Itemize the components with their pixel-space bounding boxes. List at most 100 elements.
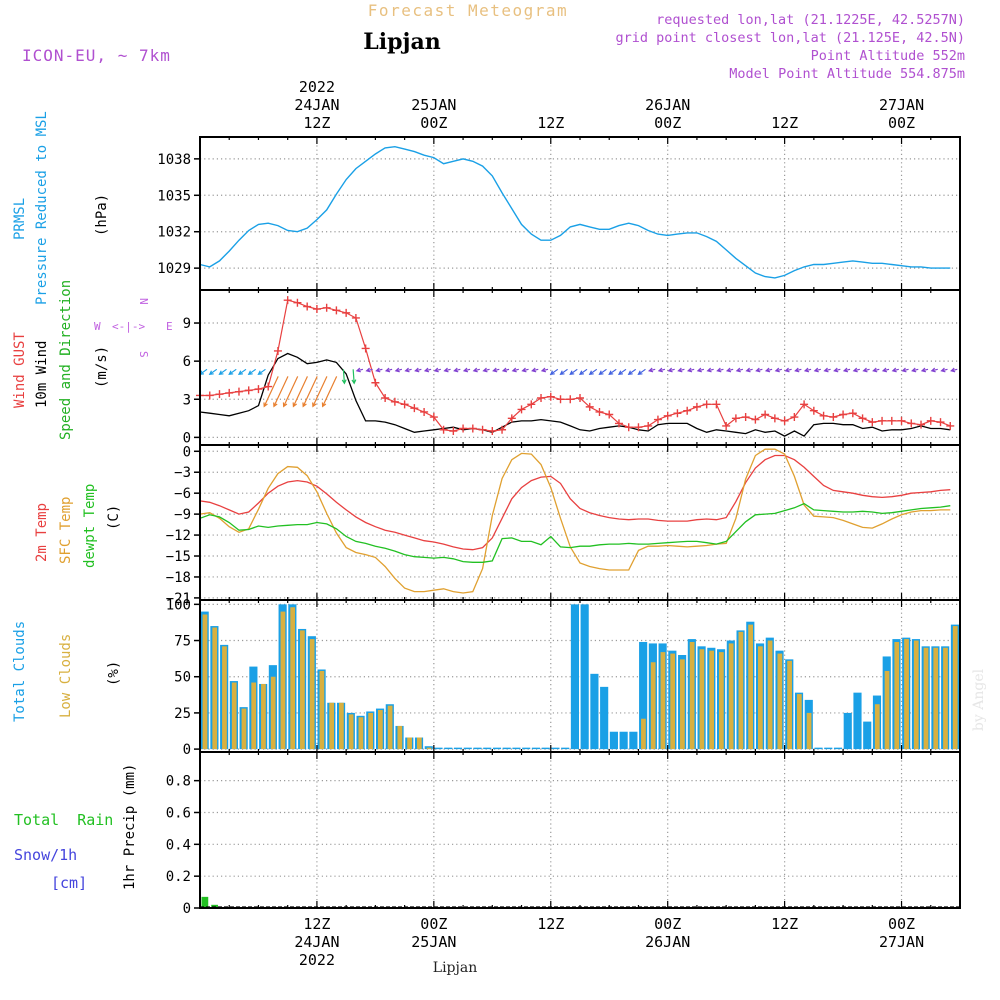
temperature-ytick-label: −18 bbox=[166, 570, 191, 586]
bottom-time-label: 26JAN bbox=[645, 933, 690, 951]
wind-gust-marker bbox=[234, 387, 243, 396]
wind-gust-marker bbox=[390, 397, 399, 406]
wind-gust-marker bbox=[507, 414, 516, 423]
low-clouds-bar bbox=[309, 639, 315, 750]
pressure-frame bbox=[199, 136, 961, 291]
wind-gust-marker bbox=[546, 392, 555, 401]
wind-direction-arrow bbox=[263, 376, 279, 408]
wind-gust-marker bbox=[712, 400, 721, 409]
wind-direction-arrow bbox=[950, 367, 958, 373]
low-clouds-bar bbox=[212, 627, 218, 750]
precip-axis-label: 1hr Precip (mm) bbox=[122, 764, 138, 890]
total-clouds-bar bbox=[619, 731, 628, 750]
precipitation-ytick-label: 0.8 bbox=[166, 774, 191, 790]
wind-gust-marker bbox=[566, 395, 575, 404]
total-clouds-bar bbox=[502, 747, 511, 750]
low-clouds-bar bbox=[767, 640, 773, 750]
total-clouds-bar bbox=[629, 731, 638, 750]
low-clouds-bar bbox=[748, 624, 753, 750]
total-clouds-bar bbox=[824, 747, 833, 750]
wind-direction-arrow bbox=[627, 368, 637, 376]
top-time-label: 00Z bbox=[654, 114, 681, 132]
low-clouds-bar bbox=[397, 725, 403, 750]
low-clouds-bar bbox=[348, 714, 354, 750]
wind-direction-arrow bbox=[492, 367, 500, 373]
low-clouds-bar bbox=[368, 712, 373, 750]
wind-direction-arrow bbox=[578, 368, 588, 376]
wind-direction-arrow bbox=[462, 367, 471, 373]
compass-west: W bbox=[94, 320, 101, 333]
wind-direction-arrow bbox=[453, 367, 461, 373]
pressure-unit: (hPa) bbox=[94, 194, 110, 236]
wind-ytick-label: 3 bbox=[183, 392, 191, 408]
low-clouds-bar bbox=[387, 705, 393, 750]
dewpoint-line bbox=[199, 502, 951, 563]
low-clouds-bar bbox=[231, 682, 237, 750]
precip-panel-label: Total Rain Snow/1h [cm] 1hr Precip (mm) bbox=[14, 764, 138, 892]
total-clouds-bar bbox=[453, 747, 463, 750]
wind-gust-marker bbox=[800, 400, 809, 409]
low-clouds-bar bbox=[202, 614, 208, 750]
footer-location: Lipjan bbox=[433, 960, 477, 976]
wind-direction-arrow bbox=[355, 367, 364, 373]
wind-direction-arrow bbox=[257, 368, 266, 376]
wind-direction-arrow bbox=[384, 367, 393, 373]
low-clouds-bar bbox=[251, 682, 257, 750]
wind-direction-arrow bbox=[745, 367, 753, 373]
wind-gust-marker bbox=[595, 407, 604, 416]
wind-gust-marker bbox=[527, 400, 536, 409]
wind-gust-marker bbox=[371, 378, 380, 387]
wind-direction-arrow bbox=[677, 367, 685, 373]
wind-direction-arrow bbox=[920, 367, 929, 373]
total-clouds-bar bbox=[590, 673, 599, 750]
temperature-ytick-label: 0 bbox=[183, 444, 191, 460]
clouds-ytick-label: 25 bbox=[174, 706, 191, 722]
wind-gust-marker bbox=[887, 416, 896, 425]
wind-gust-marker bbox=[829, 413, 838, 422]
wind-direction-arrow bbox=[472, 367, 480, 373]
bottom-time-label: 2022 bbox=[299, 951, 335, 969]
wind-direction-arrow bbox=[312, 376, 328, 408]
bottom-time-label: 12Z bbox=[771, 915, 798, 933]
wind-gust-marker bbox=[410, 404, 419, 413]
total-clouds-bar bbox=[853, 692, 862, 750]
wind-direction-arrow bbox=[706, 367, 714, 373]
wind-direction-arrow bbox=[617, 368, 627, 376]
wind-direction-arrow bbox=[365, 367, 373, 373]
wind-direction-arrow bbox=[794, 367, 802, 373]
plot-area: 102910321035103803690−3−6−9−12−15−18−210… bbox=[157, 78, 961, 969]
temperature-ytick-label: −6 bbox=[174, 486, 191, 502]
top-time-label: 2022 bbox=[299, 78, 335, 96]
precipitation-ytick-label: 0.6 bbox=[166, 805, 191, 821]
wind-gust-marker bbox=[692, 402, 701, 411]
temperature-panel: 0 −3 −6 −9 −12 −15 −18 −21 bbox=[166, 444, 960, 607]
precip-label-snow: Snow/1h bbox=[14, 846, 77, 864]
total-clouds-bar bbox=[463, 747, 472, 750]
wind-direction-arrow bbox=[531, 367, 539, 373]
wind-direction-arrow bbox=[218, 368, 227, 376]
wind-gust-marker bbox=[673, 409, 682, 418]
clouds-panel: 0 25 50 75 100 bbox=[166, 597, 960, 758]
wind-gust-marker bbox=[702, 400, 711, 409]
wind-gust-marker bbox=[361, 344, 370, 353]
temp-2m-line bbox=[199, 454, 951, 551]
wind-gust-line bbox=[200, 299, 951, 432]
total-clouds-bar bbox=[863, 721, 872, 750]
wind-gust-marker bbox=[303, 302, 312, 311]
low-clouds-bar bbox=[641, 718, 646, 750]
pressure-panel-label: PRMSL Pressure Reduced to MSL (hPa) bbox=[12, 111, 110, 305]
bottom-time-label: 00Z bbox=[420, 915, 447, 933]
temp-sfc-line bbox=[199, 448, 951, 594]
precip-label-cm: [cm] bbox=[51, 874, 87, 892]
wind-gust-marker bbox=[420, 407, 429, 416]
total-clouds-bar bbox=[473, 747, 482, 750]
pressure-ytick-label: 1035 bbox=[157, 188, 191, 204]
temp-label-dewpt: dewpt Temp bbox=[82, 484, 98, 568]
wind-ytick-label: 0 bbox=[183, 430, 191, 446]
wind-direction-arrow bbox=[414, 367, 422, 373]
pressure-label-prmsl: PRMSL bbox=[12, 198, 28, 240]
wind-gust-marker bbox=[488, 427, 497, 436]
total-clouds-bar bbox=[522, 747, 531, 750]
wind-direction-arrow bbox=[501, 367, 510, 373]
bottom-time-label: 00Z bbox=[888, 915, 915, 933]
